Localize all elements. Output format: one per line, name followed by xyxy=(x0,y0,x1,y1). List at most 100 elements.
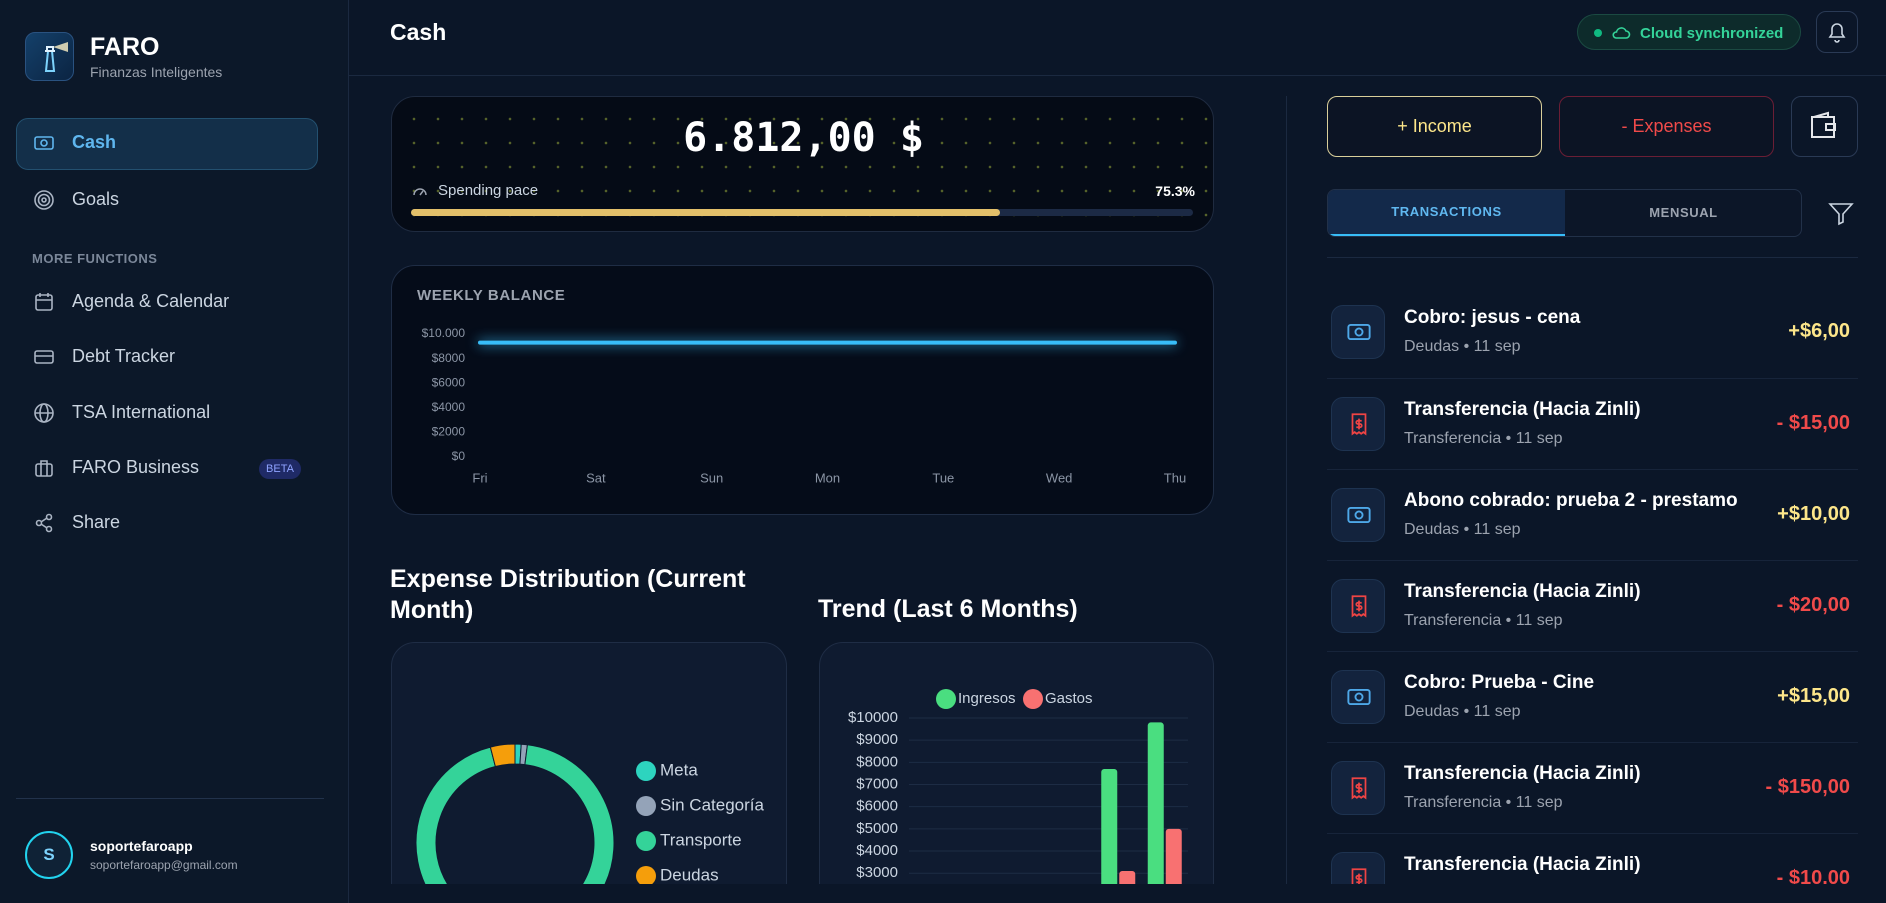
legend-swatch xyxy=(936,689,956,709)
nav-item[interactable]: Share xyxy=(72,512,121,532)
user-name: soportefaroapp xyxy=(90,838,193,854)
icon xyxy=(35,293,53,311)
x-tick-label: Sun xyxy=(700,470,723,485)
bell-path xyxy=(1828,23,1846,43)
legend-swatch xyxy=(1023,689,1043,709)
icon-part xyxy=(1347,506,1371,524)
y-tick-label: $8000 xyxy=(432,351,466,365)
icon-part xyxy=(34,136,54,150)
sidebar: FARO Finanzas Inteligentes MORE FUNCTION… xyxy=(0,0,349,903)
filter-path xyxy=(1828,203,1854,226)
icon-part xyxy=(35,513,53,533)
transaction-row[interactable]: Transferencia (Hacia Zinli)Transferencia… xyxy=(1327,378,1858,469)
icon xyxy=(1351,413,1367,436)
icon-part xyxy=(1355,600,1363,612)
transaction-row[interactable]: Cobro: jesus - cena Deudas • 11 sep +$6,00 xyxy=(1327,287,1858,378)
transaction-amount: +$15,00 xyxy=(1777,685,1850,707)
transaction-row[interactable]: Cobro: Prueba - Cine Deudas • 11 sep +$15,… xyxy=(1327,651,1858,742)
icon xyxy=(1347,688,1371,706)
panel-divider xyxy=(1286,96,1287,884)
legend-swatch xyxy=(636,831,656,851)
tabs-divider xyxy=(1327,257,1858,258)
sync-dot xyxy=(1594,29,1602,37)
y-tick-label: $0 xyxy=(452,449,466,463)
y-tick-label: $8000 xyxy=(856,753,898,770)
icon-part xyxy=(1351,413,1367,436)
y-tick-label: $4000 xyxy=(856,842,898,859)
bell-button[interactable] xyxy=(1816,11,1858,53)
nav-item[interactable]: TSA International xyxy=(72,402,211,422)
legend-swatch xyxy=(636,866,656,884)
transaction-list: Cobro: jesus - cena Deudas • 11 sep +$6,00… xyxy=(1327,287,1858,884)
donut-slice xyxy=(415,744,615,884)
y-tick-label: $9000 xyxy=(856,731,898,748)
user-email: soportefaroapp@gmail.com xyxy=(90,858,238,872)
chart-title: WEEKLY BALANCE xyxy=(417,287,565,304)
brand-title: FARO xyxy=(90,33,160,61)
nav-item[interactable]: Cash xyxy=(72,132,117,152)
icon-part xyxy=(34,190,54,210)
balance-amount: 6.812,00 $ xyxy=(683,115,924,161)
icon-part xyxy=(40,460,48,476)
icon-part xyxy=(1355,782,1363,794)
icon-part xyxy=(1354,510,1364,520)
tab-active[interactable]: TRANSACTIONS xyxy=(1328,190,1565,236)
income-button[interactable]: + Income xyxy=(1327,96,1542,157)
nav-item[interactable]: FARO Business xyxy=(72,457,200,477)
logo-icon xyxy=(44,42,68,72)
donut-card: Meta Sin Categoría Transporte Deudas xyxy=(391,642,787,884)
transaction-detail: Deudas • 11 sep xyxy=(1404,338,1521,355)
y-tick-label: $7000 xyxy=(856,775,898,792)
legend-label: Gastos xyxy=(1045,690,1093,707)
nav-item[interactable]: Debt Tracker xyxy=(72,346,176,366)
x-tick-label: Mon xyxy=(815,470,840,485)
wallet-button[interactable] xyxy=(1791,96,1858,157)
sidebar-divider xyxy=(16,798,324,799)
transaction-row[interactable]: Transferencia (Hacia Zinli)Transferencia… xyxy=(1327,560,1858,651)
nav-item[interactable]: Agenda & Calendar xyxy=(72,291,230,311)
y-tick-label: $2000 xyxy=(432,425,466,439)
filter-icon[interactable] xyxy=(1826,198,1856,228)
wallet-icon xyxy=(1811,111,1836,138)
icon xyxy=(1351,777,1367,800)
icon xyxy=(35,460,53,477)
nav-item[interactable]: Goals xyxy=(72,189,120,209)
section-label: MORE FUNCTIONS xyxy=(32,251,158,266)
weekly-card: WEEKLY BALANCE $0 $2000 $4000 $6000 $8000 $10.… xyxy=(391,265,1214,515)
expenses-button[interactable]: - Expenses xyxy=(1559,96,1774,157)
y-tick-label: $3000 xyxy=(856,864,898,881)
icon-part xyxy=(40,517,48,529)
icon xyxy=(34,403,54,423)
transaction-icon xyxy=(1331,488,1385,542)
icon-part xyxy=(35,463,53,477)
brand-subtitle: Finanzas Inteligentes xyxy=(90,64,223,80)
legend-label: Transporte xyxy=(660,830,742,849)
trend-chart: $3000 $4000 $5000 $6000 $7000 $8000 $9000 $1000… xyxy=(848,689,1188,884)
transaction-row[interactable]: Transferencia (Hacia Zinli)Transferencia… xyxy=(1327,833,1858,884)
wallet-path xyxy=(1811,111,1836,138)
transaction-title: Transferencia (Hacia Zinli) xyxy=(1404,399,1641,420)
icon xyxy=(1351,595,1367,618)
transaction-title: Transferencia (Hacia Zinli) xyxy=(1404,854,1641,875)
transaction-icon xyxy=(1331,397,1385,451)
sync-pill: Cloud synchronized xyxy=(1577,14,1801,50)
icon-part xyxy=(1347,506,1371,524)
section-title: Expense Distribution (Current Month) xyxy=(390,565,746,624)
transaction-row[interactable]: Transferencia (Hacia Zinli)Transferencia… xyxy=(1327,742,1858,833)
icon-part xyxy=(35,294,53,311)
transaction-detail: Deudas • 11 sep xyxy=(1404,521,1521,538)
tab[interactable]: MENSUAL xyxy=(1649,205,1718,220)
legend-label: Deudas xyxy=(660,865,719,884)
main: 6.812,00 $ Spending pace 75.3% WEEKLY BA… xyxy=(390,96,1858,884)
pace-track xyxy=(411,209,1193,216)
y-tick-label: $6000 xyxy=(432,375,466,389)
transaction-amount: - $20,00 xyxy=(1776,594,1850,616)
icon-part xyxy=(35,460,53,477)
icon-part xyxy=(40,139,48,147)
transaction-row[interactable]: Abono cobrado: prueba 2 - prestamo Deudas… xyxy=(1327,469,1858,560)
icon-part xyxy=(1351,595,1367,618)
transaction-title: Cobro: Prueba - Cine xyxy=(1404,672,1595,693)
pace-bar xyxy=(411,209,1000,216)
avatar[interactable]: S xyxy=(25,831,73,879)
icon-part xyxy=(41,197,47,203)
